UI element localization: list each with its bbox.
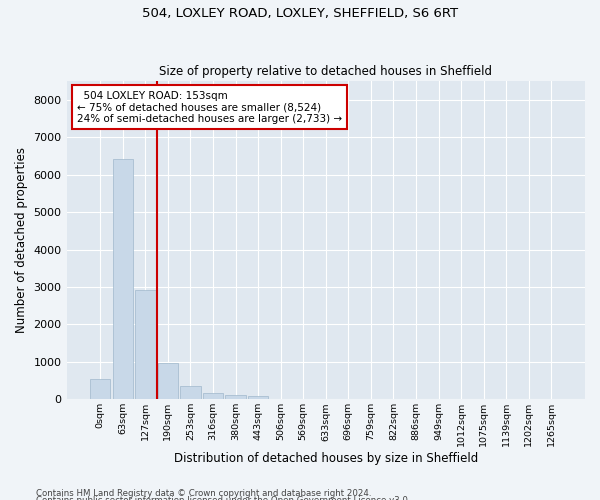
Text: Contains public sector information licensed under the Open Government Licence v3: Contains public sector information licen… [36, 496, 410, 500]
Bar [135, 290, 155, 400]
Bar [113, 158, 133, 400]
Bar [158, 362, 178, 400]
Text: 504 LOXLEY ROAD: 153sqm
← 75% of detached houses are smaller (8,524)
24% of semi: 504 LOXLEY ROAD: 153sqm ← 75% of detache… [77, 90, 342, 124]
Bar [248, 396, 268, 400]
Text: 504, LOXLEY ROAD, LOXLEY, SHEFFIELD, S6 6RT: 504, LOXLEY ROAD, LOXLEY, SHEFFIELD, S6 … [142, 8, 458, 20]
Bar [90, 379, 110, 400]
Y-axis label: Number of detached properties: Number of detached properties [15, 147, 28, 333]
Bar [181, 386, 200, 400]
Text: Contains HM Land Registry data © Crown copyright and database right 2024.: Contains HM Land Registry data © Crown c… [36, 488, 371, 498]
Bar [226, 396, 246, 400]
Title: Size of property relative to detached houses in Sheffield: Size of property relative to detached ho… [159, 66, 492, 78]
X-axis label: Distribution of detached houses by size in Sheffield: Distribution of detached houses by size … [173, 452, 478, 465]
Bar [203, 394, 223, 400]
